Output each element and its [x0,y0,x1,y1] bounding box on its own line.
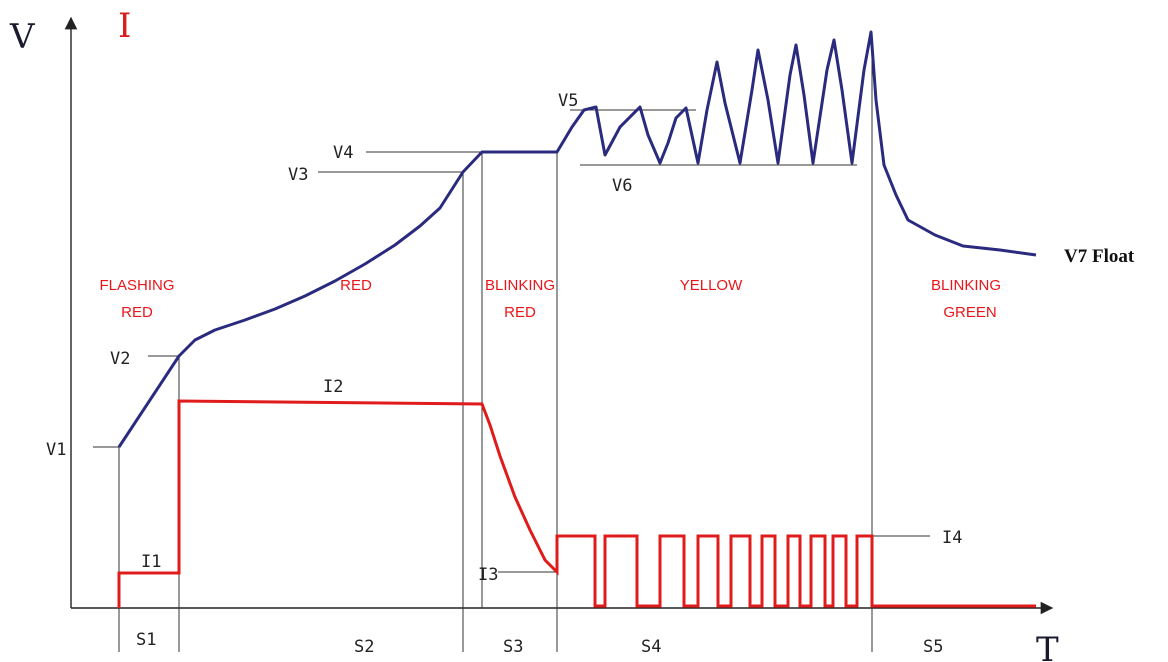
v7-float-label: V7 Float [1064,246,1135,267]
voltage-axis-symbol: V [9,17,36,57]
v4-label: V4 [333,143,353,163]
stage-s5-label: S5 [923,637,943,657]
current-curve [117,399,1036,608]
v1-label: V1 [46,440,66,460]
voltage-curve [117,30,1037,448]
i2-label: I2 [323,377,343,397]
v2-label: V2 [110,349,130,369]
stage-s4-label: S4 [641,637,661,657]
level-guides [93,109,930,573]
stage-s1-led-line2: RED [121,304,153,321]
i4-label: I4 [942,528,962,548]
current-axis-symbol: I [118,6,131,46]
stage-boundaries [118,35,873,652]
i1-label: I1 [141,552,161,572]
v3-label: V3 [288,165,308,185]
i3-label: I3 [478,565,498,585]
stage-s3-led-line2: RED [504,304,536,321]
stage-s1-led-line1: FLASHING [99,277,174,294]
time-axis-symbol: T [1036,630,1059,662]
stage-s3-label: S3 [503,637,523,657]
stage-s1-label: S1 [136,630,156,650]
v6-label: V6 [612,176,632,196]
v5-label: V5 [558,91,578,111]
stage-s2-label: S2 [354,637,374,657]
stage-s2-led-line1: RED [340,277,372,294]
stage-s4-led-line1: YELLOW [680,277,743,294]
stage-s3-led-line1: BLINKING [485,277,555,294]
stage-s5-led-line1: BLINKING [931,277,1001,294]
stage-s5-led-line2: GREEN [943,304,996,321]
